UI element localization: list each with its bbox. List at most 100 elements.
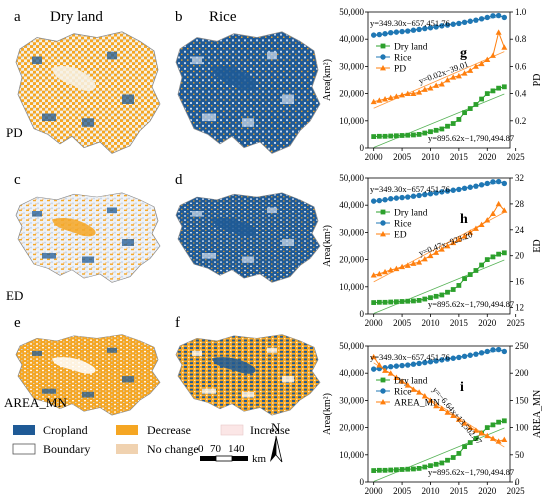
chart-g-y2label: PD xyxy=(532,74,543,87)
chart-h-point xyxy=(376,270,383,277)
chart-h-point xyxy=(370,198,377,204)
chart-h-point xyxy=(496,251,502,257)
chart-g-point xyxy=(382,96,389,102)
chart-g-point xyxy=(376,133,382,139)
map-b xyxy=(175,31,321,154)
chart-h-point xyxy=(382,268,389,275)
chart-h-point xyxy=(382,299,388,305)
chart-h-point xyxy=(484,217,491,223)
legend-label-increase: Increase xyxy=(250,423,290,437)
north-label: N xyxy=(271,420,281,435)
chart-g-point xyxy=(438,81,445,87)
chart-h-point xyxy=(489,210,496,217)
chart-h-point xyxy=(495,200,502,207)
chart-g-point xyxy=(382,133,388,139)
chart-h-point xyxy=(450,239,457,246)
chart-g-equation: y=349.30x−657,451.76 xyxy=(370,18,450,28)
panel-letter-h: h xyxy=(460,212,468,227)
chart-h-point xyxy=(433,293,439,299)
chart-h-point xyxy=(410,260,417,266)
chart-h-point xyxy=(478,221,485,228)
chart-h-y2label: ED xyxy=(532,239,543,252)
chart-g-xtick: 2005 xyxy=(393,152,412,162)
legend-label-cropland: Cropland xyxy=(43,423,88,437)
chart-h-legend-label: Rice xyxy=(394,220,411,230)
chart-g-point xyxy=(421,86,428,92)
chart-i-xtick: 2015 xyxy=(450,486,469,496)
chart-g-point xyxy=(376,31,383,38)
chart-g-point xyxy=(399,28,405,35)
legend-swatch-decrease xyxy=(116,425,138,435)
scale-tick-70: 70 xyxy=(210,443,222,455)
map-f xyxy=(175,334,321,416)
chart-g-point xyxy=(501,14,508,21)
chart-h-series-line-0 xyxy=(373,252,505,304)
chart-h-point xyxy=(433,249,440,255)
chart-g-point xyxy=(404,90,411,96)
chart-h-frame xyxy=(367,177,511,315)
chart-i-legend-marker xyxy=(380,399,386,405)
chart-g-xtick: 2025 xyxy=(507,152,526,162)
panel-letter-b: b xyxy=(175,9,183,25)
chart-i-ytick: 30,000 xyxy=(339,395,364,405)
chart-i-point xyxy=(427,397,434,403)
chart-i-point xyxy=(376,362,383,368)
chart-g-point xyxy=(370,98,377,105)
map-e xyxy=(15,334,161,416)
chart-h-point xyxy=(450,287,456,292)
chart-h: 2000 2005 2010 2015 2020 2025 0 10,000 20,000 30,… xyxy=(322,173,543,328)
chart-h-xtick: 2015 xyxy=(450,318,469,328)
chart-i-point xyxy=(387,370,394,376)
chart-i-point xyxy=(428,463,433,469)
chart-i-point xyxy=(461,420,468,426)
panel-letter-g: g xyxy=(460,46,467,61)
chart-i-point xyxy=(462,444,467,450)
chart-h-xtick: 2005 xyxy=(393,318,412,328)
chart-h-point xyxy=(467,184,473,190)
chart-i-point xyxy=(393,363,400,369)
chart-i-point xyxy=(393,374,400,380)
chart-h-xtick: 2020 xyxy=(478,318,497,328)
chart-i-point xyxy=(382,367,389,373)
chart-i-point xyxy=(370,353,377,360)
chart-g-point xyxy=(427,85,434,91)
chart-g-xtick: 2015 xyxy=(450,152,469,162)
chart-i-point xyxy=(371,468,377,473)
map-a xyxy=(15,31,161,154)
chart-i-point xyxy=(478,350,485,356)
chart-i-point xyxy=(484,425,490,430)
chart-i-y2tick: 50 xyxy=(515,450,525,460)
chart-h-point xyxy=(461,185,468,192)
chart-h-point xyxy=(393,265,400,272)
chart-i-point xyxy=(489,435,496,441)
chart-g-point xyxy=(371,134,377,139)
chart-h-point xyxy=(495,178,502,185)
chart-i-point xyxy=(405,362,411,368)
chart-g-y2tick: 0.6 xyxy=(515,61,527,71)
chart-i-y2label: AREA_MN xyxy=(532,390,543,438)
chart-h-ytick: 0 xyxy=(360,309,365,319)
chart-i-xtick: 2020 xyxy=(478,486,497,496)
chart-g-point xyxy=(461,70,468,76)
chart-g-point xyxy=(478,16,485,22)
chart-g-point xyxy=(444,77,451,83)
chart-i-point xyxy=(410,361,417,367)
chart-i-point xyxy=(461,353,468,360)
scale-tick-140: 140 xyxy=(228,443,245,455)
chart-g-point xyxy=(450,121,456,126)
chart-h-point xyxy=(399,299,405,304)
chart-g-point xyxy=(416,132,422,137)
chart-g-point xyxy=(484,14,490,21)
chart-h-point xyxy=(394,299,399,305)
chart-h-fit-0 xyxy=(373,259,505,314)
legend-swatch-cropland xyxy=(13,425,35,435)
chart-g-point xyxy=(478,60,485,67)
chart-h-point xyxy=(405,194,411,200)
chart-g-ytick: 50,000 xyxy=(339,7,364,17)
chart-i-point xyxy=(467,424,474,430)
chart-g-legend-marker xyxy=(380,65,386,71)
chart-i-ytick: 20,000 xyxy=(339,423,364,433)
map-legend: Cropland Decrease Increase Boundary No c… xyxy=(12,423,290,456)
chart-i-point xyxy=(416,389,423,395)
chart-h-point xyxy=(410,193,417,199)
